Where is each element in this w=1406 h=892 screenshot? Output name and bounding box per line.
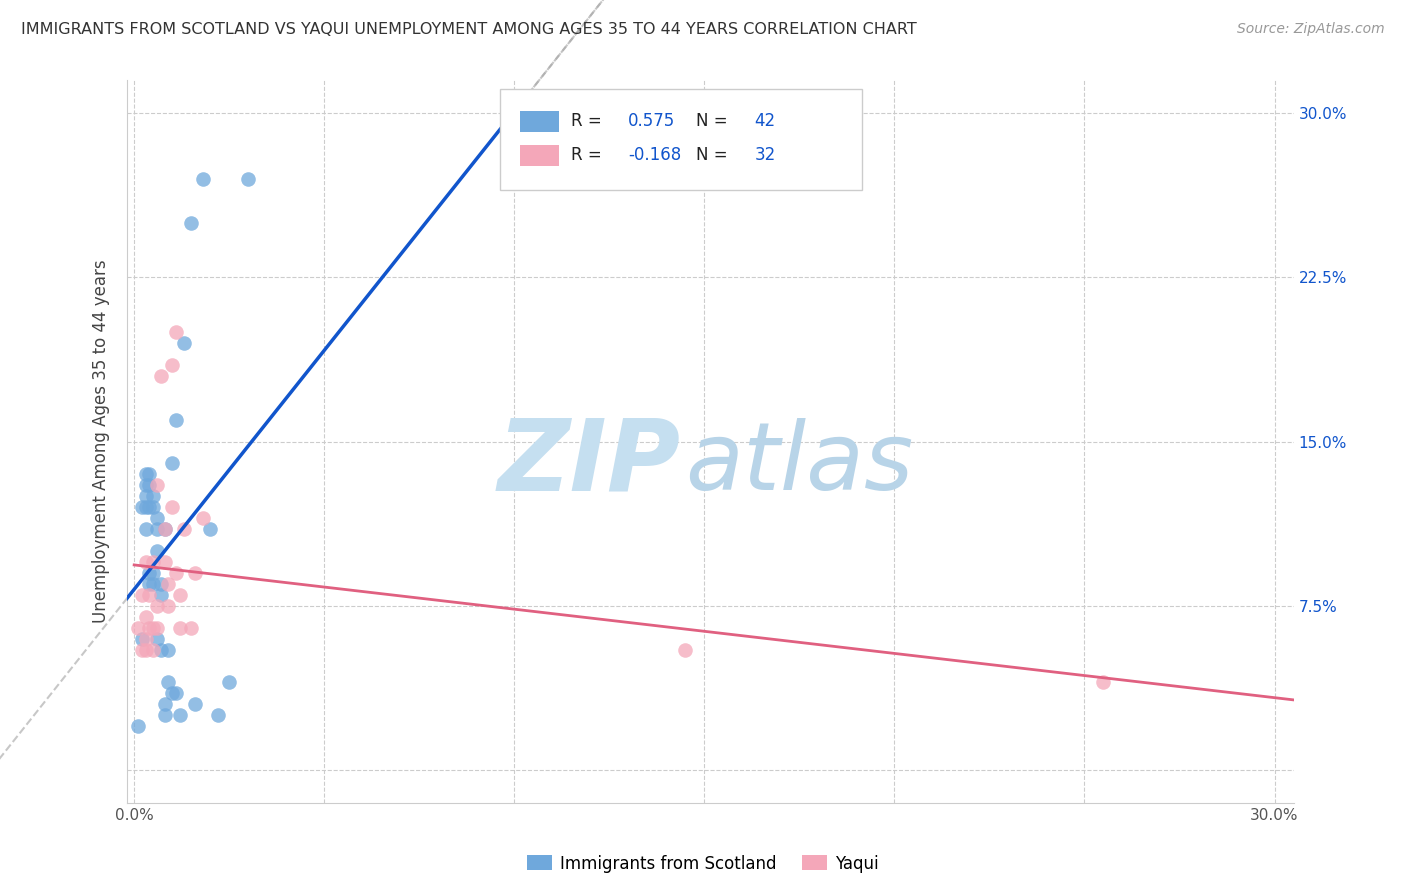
Point: [131, 632, 153, 646]
Bar: [520, 145, 560, 166]
Text: 32: 32: [755, 146, 776, 164]
Point: [153, 708, 176, 723]
Point: [198, 522, 221, 536]
Point: [138, 621, 160, 635]
Point: [135, 609, 157, 624]
Text: 42: 42: [755, 112, 776, 130]
Point: [173, 336, 195, 351]
Text: Source: ZipAtlas.com: Source: ZipAtlas.com: [1237, 22, 1385, 37]
Text: R =: R =: [571, 112, 607, 130]
Point: [142, 577, 165, 591]
Point: [160, 358, 183, 372]
Point: [238, 171, 260, 186]
Point: [138, 478, 160, 492]
Point: [160, 500, 183, 515]
Text: -0.168: -0.168: [628, 146, 682, 164]
Text: IMMIGRANTS FROM SCOTLAND VS YAQUI UNEMPLOYMENT AMONG AGES 35 TO 44 YEARS CORRELA: IMMIGRANTS FROM SCOTLAND VS YAQUI UNEMPL…: [21, 22, 917, 37]
FancyBboxPatch shape: [501, 89, 862, 190]
Point: [153, 555, 176, 569]
Point: [169, 621, 191, 635]
Point: [135, 522, 157, 536]
Point: [184, 698, 207, 712]
Point: [157, 642, 180, 657]
Point: [146, 621, 169, 635]
Point: [153, 698, 176, 712]
Point: [138, 566, 160, 580]
Point: [1092, 675, 1115, 690]
Point: [131, 588, 153, 602]
Point: [131, 642, 153, 657]
Point: [138, 588, 160, 602]
Point: [138, 577, 160, 591]
Point: [191, 511, 214, 525]
Point: [127, 719, 149, 733]
Point: [146, 632, 169, 646]
Point: [165, 566, 187, 580]
Point: [131, 500, 153, 515]
Point: [135, 500, 157, 515]
Bar: [520, 112, 560, 132]
Point: [142, 555, 165, 569]
Point: [149, 577, 172, 591]
Text: N =: N =: [696, 112, 733, 130]
Text: N =: N =: [696, 146, 733, 164]
Point: [127, 621, 149, 635]
Point: [146, 544, 169, 558]
Point: [165, 325, 187, 339]
Point: [146, 511, 169, 525]
Point: [180, 621, 202, 635]
Point: [180, 216, 202, 230]
Point: [149, 642, 172, 657]
Point: [146, 478, 169, 492]
Point: [142, 566, 165, 580]
Point: [146, 522, 169, 536]
Point: [149, 368, 172, 383]
Point: [135, 478, 157, 492]
Point: [207, 708, 229, 723]
Point: [191, 171, 214, 186]
Text: 0.575: 0.575: [628, 112, 676, 130]
Point: [157, 599, 180, 613]
Point: [138, 500, 160, 515]
Point: [169, 588, 191, 602]
Y-axis label: Unemployment Among Ages 35 to 44 years: Unemployment Among Ages 35 to 44 years: [91, 260, 110, 624]
Point: [149, 588, 172, 602]
Point: [153, 522, 176, 536]
Point: [157, 577, 180, 591]
Point: [165, 686, 187, 700]
Point: [135, 555, 157, 569]
Point: [673, 642, 696, 657]
Point: [135, 632, 157, 646]
Point: [135, 642, 157, 657]
Point: [169, 708, 191, 723]
Point: [184, 566, 207, 580]
Point: [157, 675, 180, 690]
Point: [173, 522, 195, 536]
Point: [142, 489, 165, 503]
Point: [135, 489, 157, 503]
Point: [146, 599, 169, 613]
Text: ZIP: ZIP: [498, 415, 681, 512]
Point: [138, 467, 160, 482]
Text: R =: R =: [571, 146, 607, 164]
Legend: Immigrants from Scotland, Yaqui: Immigrants from Scotland, Yaqui: [520, 848, 886, 880]
Point: [160, 686, 183, 700]
Point: [142, 621, 165, 635]
Point: [218, 675, 240, 690]
Point: [160, 457, 183, 471]
Point: [165, 412, 187, 426]
Text: atlas: atlas: [686, 417, 914, 508]
Point: [142, 500, 165, 515]
Point: [135, 467, 157, 482]
Point: [142, 642, 165, 657]
Point: [153, 522, 176, 536]
